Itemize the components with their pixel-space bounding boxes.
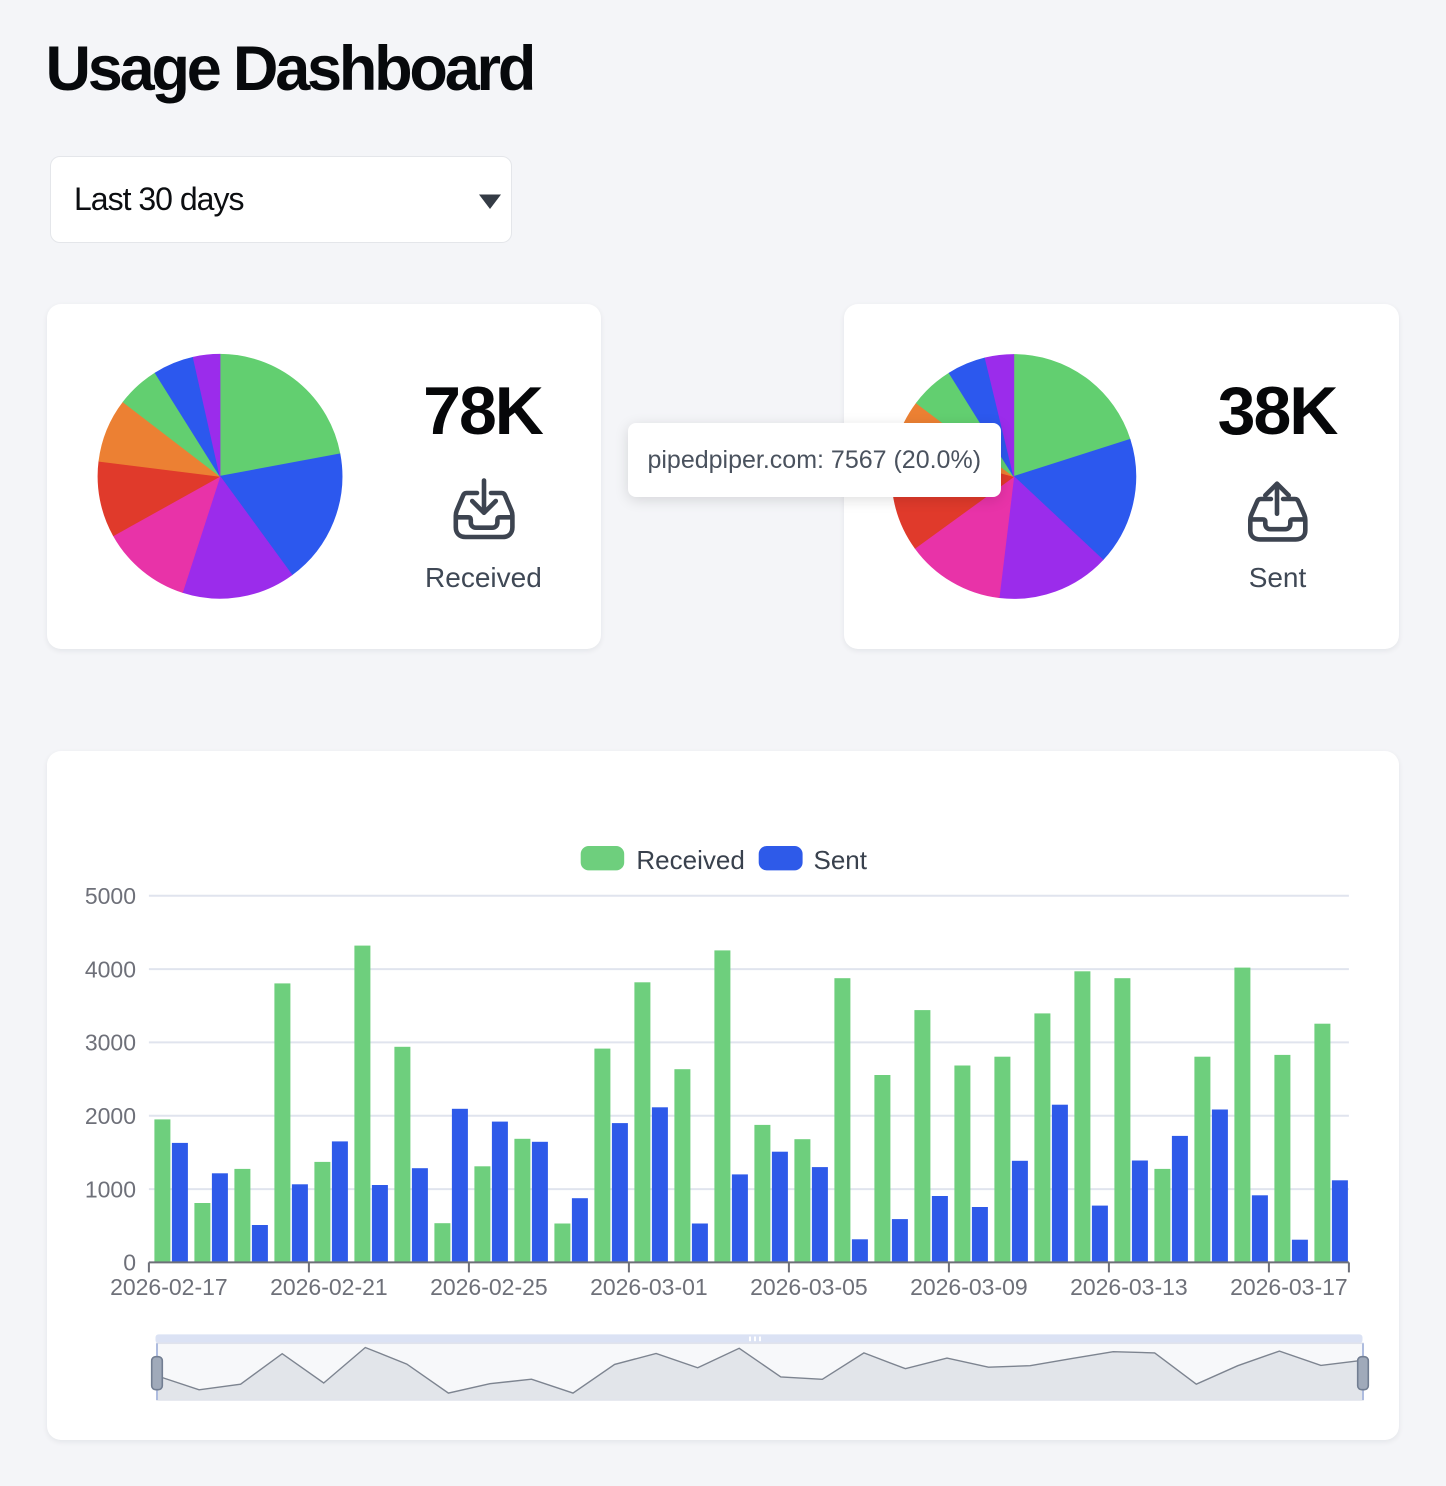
- svg-text:78K: 78K: [423, 373, 544, 449]
- svg-text:Received: Received: [425, 562, 542, 593]
- svg-text:2026-03-05: 2026-03-05: [750, 1274, 868, 1300]
- svg-text:Sent: Sent: [1249, 562, 1307, 593]
- svg-text:2026-02-21: 2026-02-21: [270, 1274, 388, 1300]
- svg-text:Sent: Sent: [814, 845, 868, 875]
- svg-text:5000: 5000: [85, 883, 136, 909]
- svg-text:2026-03-09: 2026-03-09: [910, 1274, 1028, 1300]
- svg-text:4000: 4000: [85, 956, 136, 982]
- svg-text:2026-02-17: 2026-02-17: [110, 1274, 228, 1300]
- svg-text:3000: 3000: [85, 1030, 136, 1056]
- svg-text:38K: 38K: [1218, 373, 1339, 449]
- svg-text:2026-03-13: 2026-03-13: [1070, 1274, 1188, 1300]
- svg-text:0: 0: [123, 1250, 136, 1276]
- svg-text:2026-02-25: 2026-02-25: [430, 1274, 548, 1300]
- svg-text:1000: 1000: [85, 1176, 136, 1202]
- svg-text:2026-03-17: 2026-03-17: [1230, 1274, 1348, 1300]
- svg-text:2000: 2000: [85, 1103, 136, 1129]
- svg-text:Received: Received: [636, 845, 744, 875]
- svg-text:2026-03-01: 2026-03-01: [590, 1274, 708, 1300]
